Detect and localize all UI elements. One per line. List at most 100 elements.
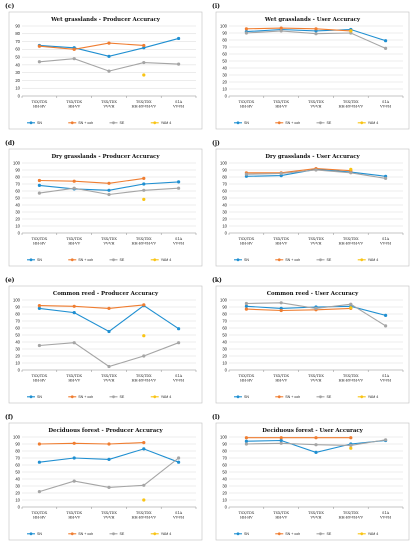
panel-label: (c) [5, 3, 14, 10]
data-point-se [142, 354, 146, 358]
x-tick-label-line2: VV-VH [103, 516, 115, 520]
data-point-sn [177, 180, 181, 184]
legend-label: SN [37, 121, 42, 125]
x-tick-label: TSX/TDX HH-HV [32, 237, 48, 246]
x-tick-label-line2: HH-HV-VH-VV [339, 105, 364, 109]
legend-marker-se [319, 121, 322, 125]
x-tick-label-line2: HH-HV [240, 242, 253, 246]
x-tick-label: TSX/TDX HH-VV [273, 237, 289, 246]
x-tick-label: TSX/TDX HH-HV-VH-VV [339, 374, 364, 383]
x-tick-label: TSX/TDX VV-VH [308, 374, 324, 383]
data-point-se [107, 69, 111, 73]
y-tick-label: 40 [15, 62, 20, 67]
x-tick-label-line1: S1A [175, 237, 182, 241]
legend-marker-sn-coh [277, 532, 281, 536]
data-point-sn [107, 457, 111, 461]
x-tick-label: TSX/TDX HH-HV [239, 100, 255, 109]
x-tick-label: TSX/TDX VV-VH [101, 511, 117, 520]
data-point-sn-coh [107, 442, 111, 446]
chart-panel-f: (f) Deciduous forest - Producer Accuracy 0… [5, 414, 203, 541]
legend-marker-sn [236, 395, 240, 399]
y-tick-label: 70 [15, 455, 20, 460]
x-tick-label-line2: HH-VV [68, 379, 80, 383]
legend-label: SN + coh [285, 121, 300, 125]
y-tick-label: 0 [225, 93, 228, 98]
y-tick-label: 70 [15, 39, 20, 44]
y-tick-label: 0 [18, 93, 21, 98]
y-tick-label: 80 [15, 174, 20, 179]
x-tick-label-line2: VV-VH [310, 105, 322, 109]
data-point-se [314, 32, 318, 36]
chart-frame [8, 422, 203, 541]
data-point-sn [107, 329, 111, 334]
x-tick-label-line2: HH-VV [275, 516, 287, 520]
y-tick-label: 0 [18, 367, 21, 372]
x-tick-label-line2: VV-VH [379, 516, 391, 520]
data-point-sn-coh [142, 176, 146, 180]
legend-label: SN + coh [285, 532, 300, 536]
y-tick-label: 70 [222, 44, 227, 49]
data-point-sn-coh [142, 43, 146, 48]
data-point-se [349, 171, 353, 175]
y-tick-label: 0 [225, 230, 228, 235]
y-tick-label: 30 [222, 483, 227, 488]
x-tick-label-line2: VV-VH [103, 105, 115, 109]
y-tick-label: 100 [220, 23, 228, 28]
x-tick-label-line1: TSX/TDX [308, 511, 324, 515]
data-point-se [72, 186, 76, 190]
y-tick-label: 60 [222, 325, 227, 330]
x-tick-label: TSX/TDX HH-HV-VH-VV [339, 511, 364, 520]
series-line-sn [39, 37, 179, 57]
x-tick-label: TSX/TDX HH-HV-VH-VV [339, 237, 364, 246]
x-tick-label: TSX/TDX HH-VV [66, 237, 82, 246]
legend-label: SN [244, 258, 249, 262]
data-point-se [142, 188, 146, 192]
y-tick-label: 60 [15, 325, 20, 330]
chart-title: Dry grasslands - User Accuracy [265, 154, 360, 160]
chart-frame [8, 148, 203, 267]
data-point-sn [177, 460, 181, 464]
x-tick-label-line2: HH-HV [33, 105, 46, 109]
legend-label: SN + coh [285, 395, 300, 399]
y-tick-label: 30 [15, 70, 20, 75]
series-line-sn-coh [39, 304, 144, 309]
y-tick-label: 90 [222, 167, 227, 172]
legend-marker-yam-4 [360, 395, 364, 399]
chart-panel-j: (j) Dry grasslands - User Accuracy 0 10 20 30… [212, 140, 410, 267]
x-tick-label-line1: TSX/TDX [101, 237, 117, 241]
x-tick-label-line2: VV-VH [379, 242, 391, 246]
legend-marker-se [112, 121, 115, 125]
y-tick-label: 90 [15, 23, 20, 28]
series-line-sn-coh [246, 307, 351, 312]
data-point-se [72, 57, 76, 61]
data-point-sn [244, 304, 248, 308]
legend-label: SN [37, 395, 42, 399]
data-point-yam-4 [349, 446, 353, 450]
data-point-se [177, 62, 181, 66]
x-tick-label-line1: TSX/TDX [32, 511, 48, 515]
data-point-yam-4 [142, 197, 146, 201]
legend-marker-yam-4 [153, 258, 157, 262]
chart-title: Deciduous forest - User Accuracy [262, 428, 363, 434]
data-point-sn [177, 36, 181, 41]
y-tick-label: 10 [222, 497, 227, 502]
data-point-se [37, 490, 42, 494]
legend-marker-yam-4 [360, 121, 364, 125]
chart-panel-d: (d) Dry grasslands - Producer Accuracy 0 10… [5, 140, 203, 267]
legend-label: YAM 4 [161, 121, 172, 125]
legend-marker-se [112, 258, 115, 262]
y-tick-label: 0 [225, 504, 228, 509]
x-tick-label: TSX/TDX VV-VH [101, 237, 117, 246]
x-tick-label: S1A VV-VH [379, 237, 391, 246]
y-tick-label: 40 [222, 476, 227, 481]
y-tick-label: 10 [222, 360, 227, 365]
data-point-se [142, 60, 146, 65]
legend-label: SE [120, 121, 125, 125]
y-tick-label: 20 [222, 79, 227, 84]
x-tick-label: TSX/TDX HH-HV [32, 511, 48, 520]
x-tick-label: TSX/TDX HH-HV-VH-VV [339, 100, 364, 109]
y-tick-label: 90 [15, 441, 20, 446]
legend-label: YAM 4 [161, 258, 172, 262]
y-tick-label: 20 [222, 216, 227, 221]
x-tick-label-line2: HH-HV [240, 516, 253, 520]
